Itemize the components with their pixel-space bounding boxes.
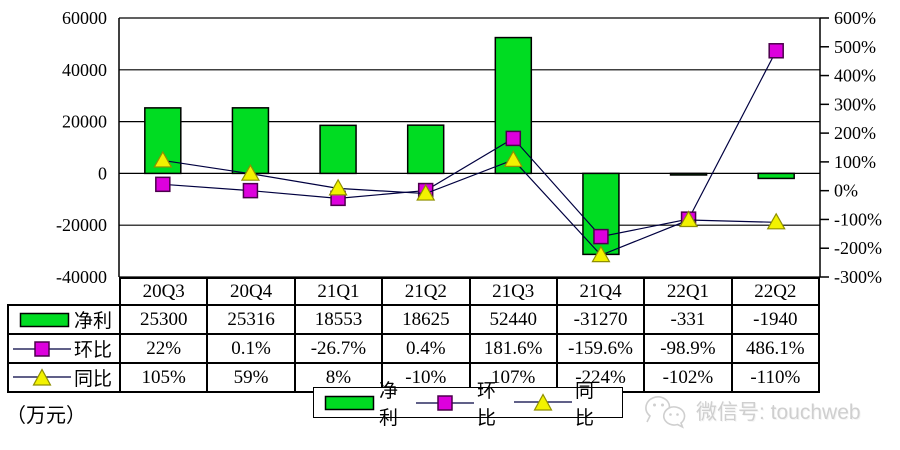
table-row-huanbi: 环比 22% 0.1% -26.7% 0.4% 181.6% -159.6% -98.9% 48… [7,333,821,364]
huanbi-marker-icon [416,394,475,411]
cell-huanbi-21Q3: 181.6% [468,333,558,364]
jingli-swatch-icon [19,312,70,327]
tongbi-marker-icon [514,393,573,411]
cell-tongbi-22Q2: -110% [730,362,821,393]
column-header-20Q4: 20Q4 [206,277,296,306]
cell-tongbi-22Q1: -102% [643,362,733,393]
unit-label: （万元） [6,405,86,427]
left-axis-label: 60000 [62,8,107,28]
right-axis-label: -100% [834,209,882,229]
left-axis-label: -20000 [56,215,107,235]
bar-22Q1 [669,172,708,176]
cell-huanbi-22Q1: -98.9% [643,333,733,364]
tongbi-marker [766,212,786,230]
bar-21Q3 [494,36,533,175]
tongbi-marker [503,150,523,167]
legend-item-tongbi: 同比 [514,376,612,430]
legend-label-tongbi: 同比 [575,380,595,429]
cell-jingli-22Q1: -331 [643,304,733,335]
cell-huanbi-20Q4: 0.1% [206,333,296,364]
bar-21Q1 [319,124,357,175]
row-label-tongbi: 同比 [7,362,121,393]
row-label-text: 同比 [73,369,112,390]
tongbi-marker [240,163,260,181]
tongbi-line [162,159,777,256]
right-axis-label: 200% [834,123,876,143]
cell-jingli-21Q1: 18553 [293,304,384,335]
legend-label-huanbi: 环比 [477,380,497,429]
legend-item-jingli: 净利 [324,376,416,430]
cell-tongbi-20Q3: 105% [118,362,209,393]
right-axis-label: 600% [834,8,876,28]
cell-huanbi-21Q1: -26.7% [293,333,384,364]
tongbi-marker [591,245,611,263]
huanbi-marker [593,228,609,245]
column-header-22Q1: 22Q1 [643,277,733,306]
cell-jingli-21Q4: -31270 [555,304,646,335]
row-label-huanbi: 环比 [7,333,121,364]
huanbi-marker [155,176,171,193]
huanbi-marker [505,130,522,147]
cell-huanbi-20Q3: 22% [118,333,209,364]
legend-label-jingli: 净利 [379,380,399,429]
tongbi-marker [416,183,436,201]
column-header-20Q3: 20Q3 [118,277,209,306]
cell-huanbi-21Q4: -159.6% [555,333,646,364]
huanbi-marker [768,43,784,59]
column-header-22Q2: 22Q2 [730,277,821,306]
cell-jingli-20Q3: 25300 [118,304,209,335]
row-label-text: 环比 [73,340,112,361]
right-axis-label: 100% [834,152,876,172]
bar-22Q2 [757,172,795,180]
bar-20Q4 [231,107,270,175]
cell-jingli-20Q4: 25316 [206,304,296,335]
cell-jingli-22Q2: -1940 [730,304,821,335]
watermark-text: 微信号: touchweb [696,401,861,424]
column-header-21Q2: 21Q2 [381,277,471,306]
watermark: 微信号: touchweb [643,393,861,429]
row-label-text: 净利 [73,311,112,332]
huanbi-marker [242,182,259,199]
right-axis-label: 400% [834,66,876,86]
right-axis-label: -300% [834,267,882,287]
right-axis-label: 300% [834,94,876,114]
row-label-jingli: 净利 [7,304,121,335]
cell-jingli-21Q2: 18625 [381,304,471,335]
huanbi-marker-icon [12,340,71,357]
cell-huanbi-22Q2: 486.1% [730,333,821,364]
right-axis-label: -200% [834,238,882,258]
cell-huanbi-21Q2: 0.4% [381,333,471,364]
column-header-21Q4: 21Q4 [555,277,646,306]
left-axis-label: -40000 [56,267,107,287]
tongbi-marker [679,210,699,228]
table-header-row: 20Q3 20Q4 21Q1 21Q2 21Q3 21Q4 22Q1 22Q2 [8,277,821,306]
cell-jingli-21Q3: 52440 [468,304,558,335]
table-row-tongbi: 同比 105% 59% 8% -10% 107% -224% -102% -110% [7,362,821,393]
tongbi-marker [328,178,348,196]
tongbi-marker-icon [12,368,71,386]
column-header-21Q1: 21Q1 [293,277,384,306]
legend-item-huanbi: 环比 [416,376,514,430]
column-header-21Q3: 21Q3 [468,277,558,306]
wechat-icon [645,396,686,429]
data-table: 20Q3 20Q4 21Q1 21Q2 21Q3 21Q4 22Q1 22Q2 净利 25300 2… [7,277,821,393]
right-axis-label: 0% [834,181,858,201]
left-axis-label: 0 [98,163,107,183]
right-axis-label: 500% [834,37,876,57]
chart-legend: 净利 环比 同比 [313,381,623,429]
left-axis-label: 40000 [62,60,107,80]
jingli-swatch-icon [324,395,375,410]
left-axis-label: 20000 [62,112,107,132]
tongbi-marker [153,150,173,168]
table-row-jingli: 净利 25300 25316 18553 18625 52440 -31270 -331 -19… [7,304,821,335]
table-corner-spacer [8,278,120,305]
huanbi-line [162,50,777,238]
cell-tongbi-20Q4: 59% [206,362,296,393]
bar-21Q2 [406,124,445,175]
